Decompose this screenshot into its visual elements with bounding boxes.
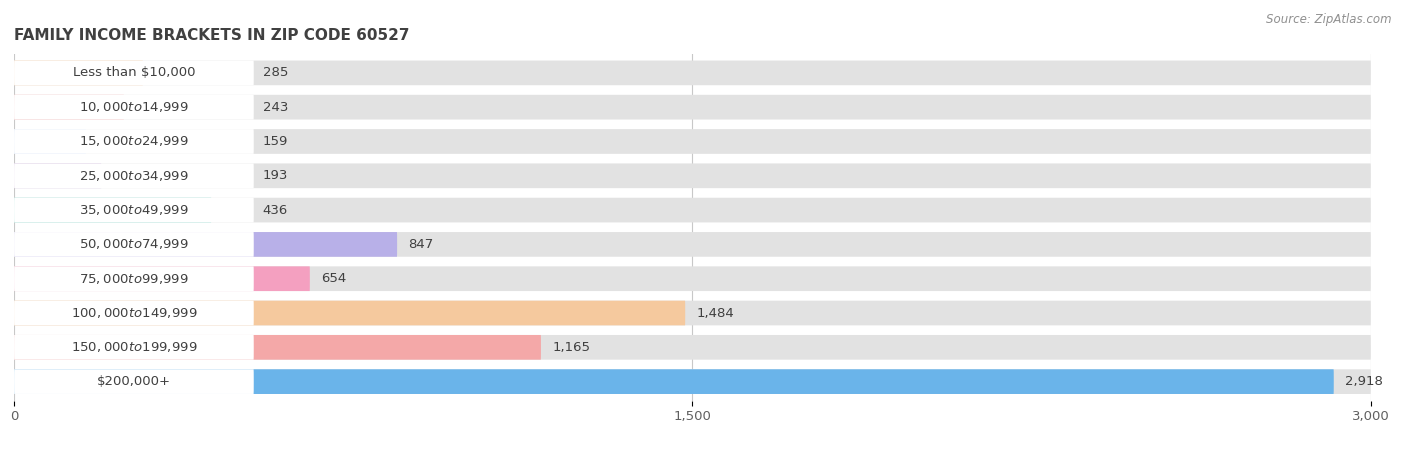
Text: 1,165: 1,165 [553,341,591,354]
FancyBboxPatch shape [14,335,541,360]
FancyBboxPatch shape [14,232,396,257]
FancyBboxPatch shape [14,198,211,222]
Bar [14,124,1371,159]
FancyBboxPatch shape [14,335,253,360]
Bar [14,56,1371,90]
Bar [14,90,1371,124]
Text: 654: 654 [321,272,346,285]
Bar [14,193,1371,227]
Text: $25,000 to $34,999: $25,000 to $34,999 [79,169,188,183]
FancyBboxPatch shape [14,301,1371,325]
Text: $15,000 to $24,999: $15,000 to $24,999 [79,135,188,148]
FancyBboxPatch shape [14,369,1371,394]
Text: FAMILY INCOME BRACKETS IN ZIP CODE 60527: FAMILY INCOME BRACKETS IN ZIP CODE 60527 [14,28,409,43]
Text: 243: 243 [263,101,288,114]
Bar [14,159,1371,193]
FancyBboxPatch shape [14,369,1334,394]
Text: 193: 193 [263,169,288,182]
FancyBboxPatch shape [14,369,253,394]
Text: 159: 159 [263,135,288,148]
FancyBboxPatch shape [14,95,253,120]
Text: $50,000 to $74,999: $50,000 to $74,999 [79,238,188,252]
Text: $200,000+: $200,000+ [97,375,172,388]
FancyBboxPatch shape [14,301,253,325]
Text: 436: 436 [263,203,288,216]
FancyBboxPatch shape [14,60,143,85]
FancyBboxPatch shape [14,129,253,154]
Text: $150,000 to $199,999: $150,000 to $199,999 [70,340,197,354]
Text: $100,000 to $149,999: $100,000 to $149,999 [70,306,197,320]
FancyBboxPatch shape [14,335,1371,360]
FancyBboxPatch shape [14,266,253,291]
FancyBboxPatch shape [14,198,253,222]
FancyBboxPatch shape [14,129,86,154]
FancyBboxPatch shape [14,232,253,257]
FancyBboxPatch shape [14,266,1371,291]
FancyBboxPatch shape [14,95,1371,120]
Bar [14,330,1371,365]
FancyBboxPatch shape [14,232,1371,257]
FancyBboxPatch shape [14,60,253,85]
FancyBboxPatch shape [14,95,124,120]
Text: 1,484: 1,484 [696,306,734,320]
Bar [14,296,1371,330]
Bar [14,227,1371,261]
FancyBboxPatch shape [14,163,1371,188]
Text: 847: 847 [408,238,433,251]
Text: Less than $10,000: Less than $10,000 [73,66,195,79]
Text: 285: 285 [263,66,288,79]
Bar [14,364,1371,399]
FancyBboxPatch shape [14,301,685,325]
FancyBboxPatch shape [14,60,1371,85]
Text: 2,918: 2,918 [1346,375,1384,388]
Text: $10,000 to $14,999: $10,000 to $14,999 [79,100,188,114]
FancyBboxPatch shape [14,198,1371,222]
FancyBboxPatch shape [14,129,1371,154]
FancyBboxPatch shape [14,163,253,188]
Bar [14,261,1371,296]
Text: Source: ZipAtlas.com: Source: ZipAtlas.com [1267,14,1392,27]
FancyBboxPatch shape [14,266,309,291]
FancyBboxPatch shape [14,163,101,188]
Text: $75,000 to $99,999: $75,000 to $99,999 [79,272,188,286]
Text: $35,000 to $49,999: $35,000 to $49,999 [79,203,188,217]
